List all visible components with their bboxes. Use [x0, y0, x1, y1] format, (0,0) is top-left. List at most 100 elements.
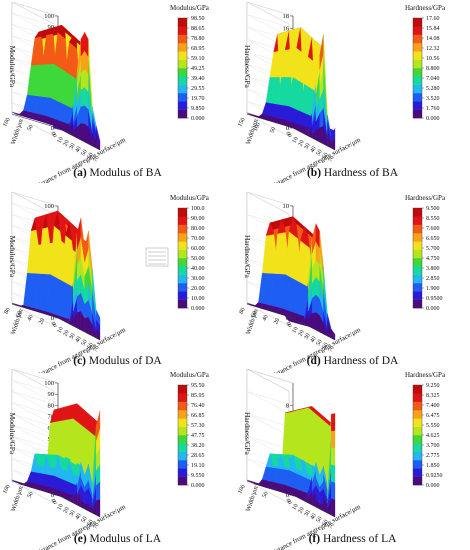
colorbar-swatch: [413, 274, 422, 284]
colorbar-tick-label: 1.850: [426, 463, 440, 469]
surface: [11, 24, 101, 151]
colorbar-tick-label: 15.84: [426, 26, 440, 32]
y-tick-label: 40: [27, 314, 35, 322]
x-tick-label: 70: [93, 155, 101, 163]
colorbar-tick-label: 30.00: [191, 276, 205, 282]
colorbar-swatch: [178, 241, 187, 250]
x-tick-label: 60: [322, 152, 330, 160]
colorbar: Hardness/GPa 9.250 8.325 7.400 6.475 5.550 4.6…: [405, 371, 446, 489]
colorbar-swatch: [178, 224, 187, 234]
y-tick-label: 60: [15, 311, 23, 319]
x-tick-label: 10: [57, 326, 65, 334]
colorbar-tick-label: 29.55: [191, 86, 205, 92]
colorbar-swatch: [413, 266, 422, 275]
colorbar-tick-label: 8.800: [426, 66, 440, 72]
z-tick-label: 100: [44, 203, 54, 210]
colorbar-swatch: [178, 18, 187, 27]
x-tick-label: 0: [52, 500, 59, 505]
x-tick-label: 0: [287, 323, 294, 328]
surface-curtain: [96, 125, 101, 143]
colorbar-swatch: [413, 241, 422, 250]
colorbar-tick-label: 60.00: [191, 246, 205, 252]
colorbar-swatch: [178, 26, 187, 35]
colorbar-swatch: [178, 385, 187, 394]
panel-c: 0102030405060708090100010203040506070Dis…: [0, 190, 235, 373]
colorbar-tick-label: 59.10: [191, 56, 205, 62]
caption-f-label: (f): [308, 533, 321, 545]
colorbar-swatch: [178, 460, 187, 469]
chart-modulus-da: 0102030405060708090100010203040506070Dis…: [4, 191, 210, 373]
colorbar-swatch: [413, 101, 422, 110]
colorbar-swatch: [413, 401, 422, 411]
surface-curtain: [311, 312, 317, 331]
x-tick-label: 30: [304, 143, 312, 151]
colorbar-swatch: [178, 410, 187, 419]
surface-curtain: [331, 413, 336, 432]
colorbar-tick-label: 19.70: [191, 96, 205, 102]
colorbar-swatch: [413, 291, 422, 300]
z-gridline: [11, 380, 59, 403]
z-gridline: [11, 424, 59, 448]
colorbar-swatch: [178, 291, 187, 300]
colorbar-tick-label: 17.60: [426, 16, 440, 22]
z-gridline: [246, 413, 294, 436]
colorbar-tick-label: 10.00: [191, 296, 205, 302]
colorbar-swatch: [178, 216, 187, 225]
x-tick-label: 20: [63, 139, 71, 147]
colorbar: Modulus/GPa 95.50 85.95 76.40 66.85 57.30 47.7…: [170, 371, 210, 489]
colorbar-tick-label: 5.550: [426, 423, 440, 429]
y-axis-label: Width/μm: [10, 118, 25, 145]
colorbar-title: Modulus/GPa: [170, 371, 210, 379]
x-axis-line: [292, 317, 336, 341]
z-gridline: [246, 1, 294, 25]
surface-curtain: [96, 309, 101, 322]
x-tick-label: 40: [75, 336, 83, 344]
colorbar-swatch: [178, 93, 187, 102]
colorbar-swatch: [178, 43, 187, 52]
z-tick-label: 16: [283, 25, 290, 32]
colorbar-swatch: [178, 101, 187, 110]
x-tick-label: 30: [304, 333, 312, 341]
colorbar-swatch: [413, 93, 422, 102]
colorbar-swatch: [178, 76, 187, 85]
colorbar-swatch: [413, 283, 422, 292]
colorbar-swatch: [178, 109, 187, 119]
colorbar-tick-label: 20.00: [191, 286, 205, 292]
caption-f-text: Hardness of LA: [322, 533, 397, 545]
colorbar-swatch: [413, 299, 422, 309]
x-tick-label: 10: [57, 136, 65, 144]
caption-e: (e) Modulus of LA: [0, 533, 235, 545]
y-tick-label: 50: [27, 124, 35, 132]
colorbar-tick-label: 80.00: [191, 226, 205, 232]
y-axis-label: Width/μm: [245, 308, 260, 335]
surface-curtain: [331, 447, 336, 466]
colorbar-tick-label: 3.520: [426, 96, 440, 102]
z-gridline: [11, 391, 59, 414]
colorbar-swatch: [413, 208, 422, 217]
colorbar-tick-label: 19.10: [191, 463, 205, 469]
z-tick-label: 90: [48, 391, 55, 398]
z-gridline: [246, 391, 294, 414]
y-axis-label: Width/μm: [10, 308, 25, 335]
z-axis-label: Modulus/GPa: [8, 413, 17, 455]
chart-modulus-ba: 0102030405060708090100010203040506070Dis…: [2, 1, 210, 183]
colorbar-tick-label: 3.800: [426, 266, 440, 272]
z-gridline: [11, 402, 59, 425]
colorbar-swatch: [178, 468, 187, 477]
colorbar-swatch: [413, 443, 422, 452]
colorbar-swatch: [413, 224, 422, 234]
caption-c-label: (c): [73, 355, 87, 367]
colorbar: Modulus/GPa 100.0 90.00 80.00 70.00 60.00 50.0…: [170, 194, 210, 312]
caption-a: (a) Modulus of BA: [0, 167, 235, 179]
x-tick-label: 30: [69, 333, 77, 341]
x-tick-label: 40: [310, 146, 318, 154]
colorbar-tick-label: 5.700: [426, 246, 440, 252]
colorbar-title: Hardness/GPa: [405, 4, 446, 12]
y-axis-label: Width/μm: [10, 485, 25, 512]
y-axis-line: [11, 113, 59, 129]
z-axis-label: Hardness/GPa: [243, 45, 252, 89]
surface-curtain: [331, 497, 336, 518]
chart-modulus-la: 0102030405060708090100010203040506070Dis…: [2, 368, 210, 550]
colorbar-swatch: [413, 59, 422, 69]
colorbar-tick-label: 49.25: [191, 66, 205, 72]
